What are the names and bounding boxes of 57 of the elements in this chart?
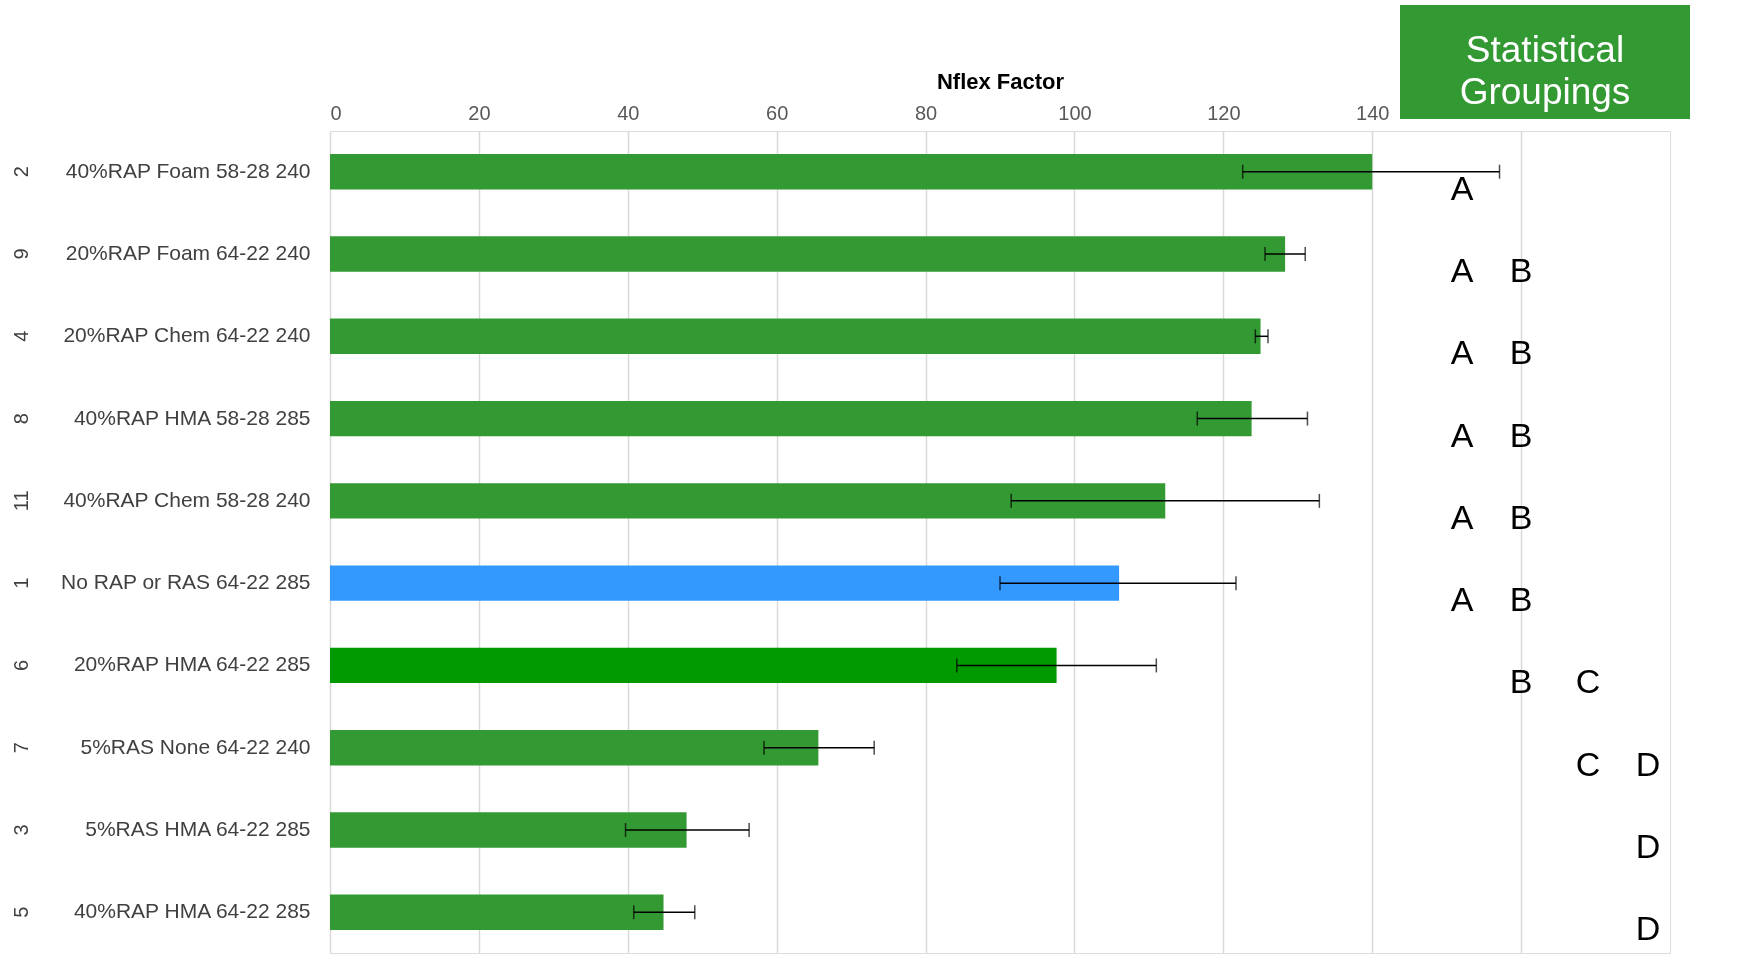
y-tick-label: 5%RAS HMA 64-22 285 — [85, 816, 311, 840]
bar — [330, 812, 687, 848]
bar — [330, 647, 1057, 684]
y-tick-label: 40%RAP Chem 58-28 240 — [63, 487, 311, 511]
annotation: A — [1450, 333, 1474, 372]
annotation: B — [1509, 662, 1533, 701]
text: 11 — [10, 490, 32, 512]
annotation: B — [1509, 497, 1533, 536]
annotation: D — [1635, 909, 1661, 948]
x-tick-label: 40 — [617, 101, 640, 124]
text: 4 — [10, 330, 32, 342]
text: Statistical Groupings — [1459, 29, 1631, 112]
y-tick-label: 40%RAP HMA 64-22 285 — [73, 899, 311, 923]
bar — [330, 483, 1166, 519]
x-tick-label: 120 — [1207, 101, 1241, 124]
annotation: C — [1575, 744, 1601, 783]
y-tick-label: 40%RAP HMA 58-28 285 — [73, 405, 311, 429]
annotation: B — [1509, 580, 1533, 619]
x-tick-label: 60 — [766, 101, 789, 124]
annotation: B — [1509, 251, 1533, 290]
annotation: B — [1509, 333, 1533, 372]
annotation: A — [1450, 168, 1474, 207]
y-tick-label: 5%RAS None 64-22 240 — [80, 734, 311, 758]
x-tick-label: 0 — [330, 101, 342, 124]
annotation: C — [1575, 662, 1601, 701]
y-tick-label: 40%RAP Foam 58-28 240 — [65, 158, 311, 182]
text: 1 — [10, 577, 32, 589]
x-tick-label: 80 — [914, 101, 938, 124]
x-tick-label: 100 — [1058, 101, 1092, 124]
text: 7 — [10, 742, 32, 754]
y-tick-label: No RAP or RAS 64-22 285 — [61, 570, 311, 594]
x-tick-label: 140 — [1356, 101, 1390, 124]
bar — [330, 565, 1120, 601]
y-tick-label: 20%RAP Chem 64-22 240 — [63, 323, 311, 347]
annotation: A — [1450, 497, 1474, 536]
annotation: A — [1450, 251, 1474, 290]
x-axis-title: Nflex Factor — [936, 68, 1065, 94]
annotation: A — [1450, 580, 1474, 619]
text: 5 — [10, 906, 32, 918]
y-tick-label: 20%RAP HMA 64-22 285 — [73, 652, 311, 676]
text: 6 — [10, 659, 32, 671]
bar — [330, 400, 1252, 437]
bar — [330, 236, 1286, 272]
annotation: D — [1635, 744, 1661, 783]
x-tick-label: 20 — [468, 101, 491, 124]
bar — [330, 730, 819, 766]
text: 9 — [10, 248, 32, 260]
annotation: D — [1635, 826, 1661, 865]
annotation: A — [1450, 415, 1474, 454]
text: 8 — [10, 413, 32, 425]
text: 2 — [10, 166, 32, 178]
y-tick-label: 20%RAP Foam 64-22 240 — [65, 241, 311, 265]
bar — [330, 318, 1261, 354]
bar — [330, 154, 1373, 190]
annotation: B — [1509, 415, 1533, 454]
bar — [330, 894, 664, 930]
text: 3 — [10, 824, 32, 836]
